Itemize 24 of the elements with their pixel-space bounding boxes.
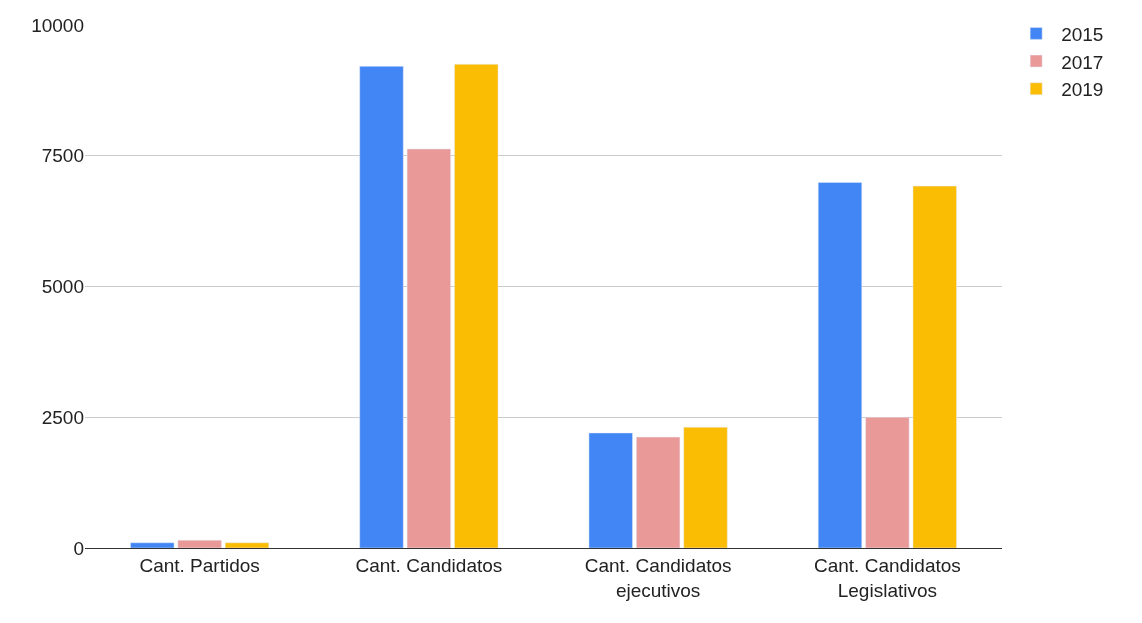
x-tick-label: Cant. Partidos	[139, 554, 260, 576]
y-tick-label: 0	[73, 537, 84, 559]
bar	[454, 63, 499, 548]
legend-label: 2019	[1061, 79, 1104, 101]
bar	[406, 148, 451, 548]
bar	[224, 542, 270, 548]
bar	[865, 417, 910, 548]
bar	[130, 542, 175, 548]
bar	[636, 436, 681, 548]
bar	[177, 539, 222, 548]
y-tick-label: 10000	[31, 14, 84, 36]
bar	[912, 185, 957, 548]
y-tick-label: 7500	[41, 145, 84, 167]
bar	[588, 432, 633, 548]
x-tick-label: Cant. Candidatos Legislativos	[813, 554, 961, 601]
x-tick-label: Cant. Candidatos	[355, 554, 503, 576]
legend-label: 2017	[1061, 51, 1104, 73]
y-tick-label: 5000	[41, 276, 84, 298]
x-tick-label: Cant. Candidatos ejecutivos	[584, 554, 732, 601]
legend-label: 2015	[1061, 23, 1104, 45]
bar	[817, 182, 863, 548]
bar	[359, 66, 404, 548]
y-tick-label: 2500	[41, 406, 84, 428]
bar	[683, 426, 728, 548]
